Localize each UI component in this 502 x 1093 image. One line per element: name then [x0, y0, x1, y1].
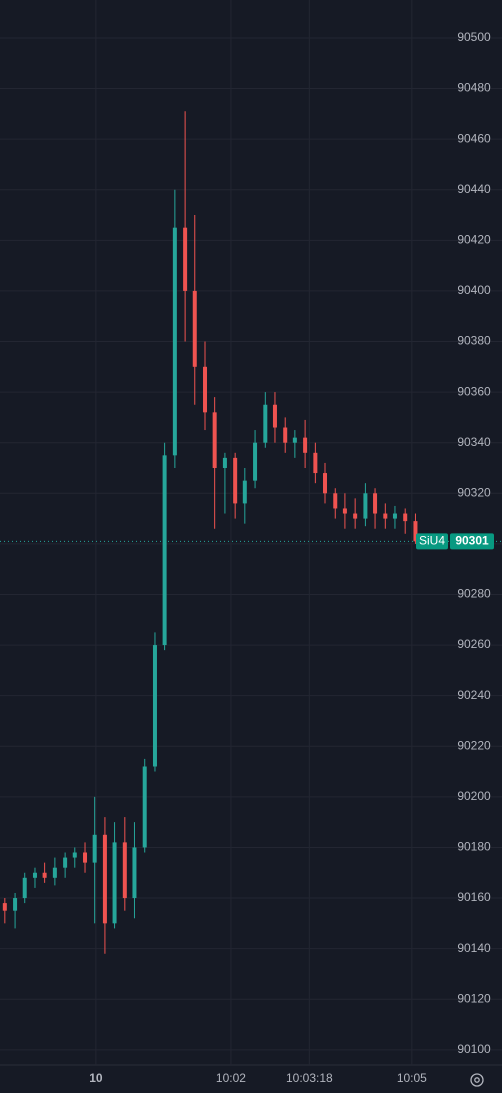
candle-body [203, 366, 208, 413]
candle-body [303, 437, 308, 453]
y-tick-label: 90360 [457, 384, 491, 398]
candle-body [152, 645, 157, 767]
candle-body [172, 227, 177, 456]
candle-body [263, 404, 268, 443]
candle-body [102, 834, 107, 924]
candle-body [373, 493, 378, 514]
candle-body [313, 452, 318, 474]
candle-body [132, 847, 137, 899]
candle-body [32, 872, 37, 878]
candle-body [342, 508, 347, 514]
y-tick-label: 90180 [457, 840, 491, 854]
candle-body [283, 427, 288, 443]
x-tick-label: 10:02 [216, 1071, 246, 1085]
candle-body [42, 872, 47, 878]
y-tick-label: 90200 [457, 789, 491, 803]
y-tick-label: 90400 [457, 283, 491, 297]
candle-body [353, 513, 358, 519]
settings-ring [470, 1073, 484, 1087]
candle-body [333, 493, 338, 509]
y-tick-label: 90100 [457, 1042, 491, 1056]
y-tick-label: 90320 [457, 485, 491, 499]
candle-body [162, 455, 167, 646]
candle-body [292, 437, 297, 443]
y-tick-label: 90280 [457, 587, 491, 601]
candle-body [323, 473, 328, 494]
x-tick-label: 10:05 [397, 1071, 427, 1085]
candle-body [242, 480, 247, 504]
candle-body [272, 404, 277, 428]
candle-body [183, 227, 188, 291]
candle-body [142, 766, 147, 848]
y-tick-label: 90380 [457, 334, 491, 348]
y-tick-label: 90120 [457, 991, 491, 1005]
candle-body [413, 521, 418, 542]
candle-body [83, 852, 88, 863]
candle-body [403, 513, 408, 522]
candle-body [92, 834, 97, 863]
y-tick-label: 90140 [457, 941, 491, 955]
y-tick-label: 90440 [457, 182, 491, 196]
x-tick-label: 10:03:18 [286, 1071, 333, 1085]
candle-body [122, 842, 127, 899]
candle-body [392, 513, 397, 519]
candle-body [212, 412, 217, 468]
candle-body [363, 493, 368, 519]
y-tick-label: 90160 [457, 890, 491, 904]
candle-body [192, 290, 197, 367]
candle-body [233, 457, 238, 504]
symbol-label: SiU4 [419, 534, 445, 548]
candle-body [253, 442, 258, 481]
candle-body [63, 857, 68, 868]
candle-body [22, 877, 27, 899]
y-tick-label: 90260 [457, 637, 491, 651]
candle-body [2, 903, 7, 911]
y-tick-label: 90480 [457, 81, 491, 95]
candle-body [222, 457, 227, 468]
settings-center [474, 1077, 480, 1083]
y-tick-label: 90420 [457, 232, 491, 246]
settings-icon[interactable] [470, 1073, 484, 1087]
y-tick-label: 90460 [457, 131, 491, 145]
y-tick-label: 90240 [457, 688, 491, 702]
y-tick-label: 90340 [457, 435, 491, 449]
price-tag [450, 533, 494, 550]
candle-body [383, 513, 388, 519]
symbol-tag [416, 533, 448, 550]
candle-body [112, 842, 117, 924]
x-tick-label: 10 [89, 1071, 103, 1085]
last-price-label: 90301 [455, 534, 489, 548]
candle-body [72, 852, 77, 858]
y-tick-label: 90500 [457, 30, 491, 44]
candle-body [13, 898, 18, 911]
y-tick-label: 90220 [457, 738, 491, 752]
candle-body [52, 867, 57, 878]
